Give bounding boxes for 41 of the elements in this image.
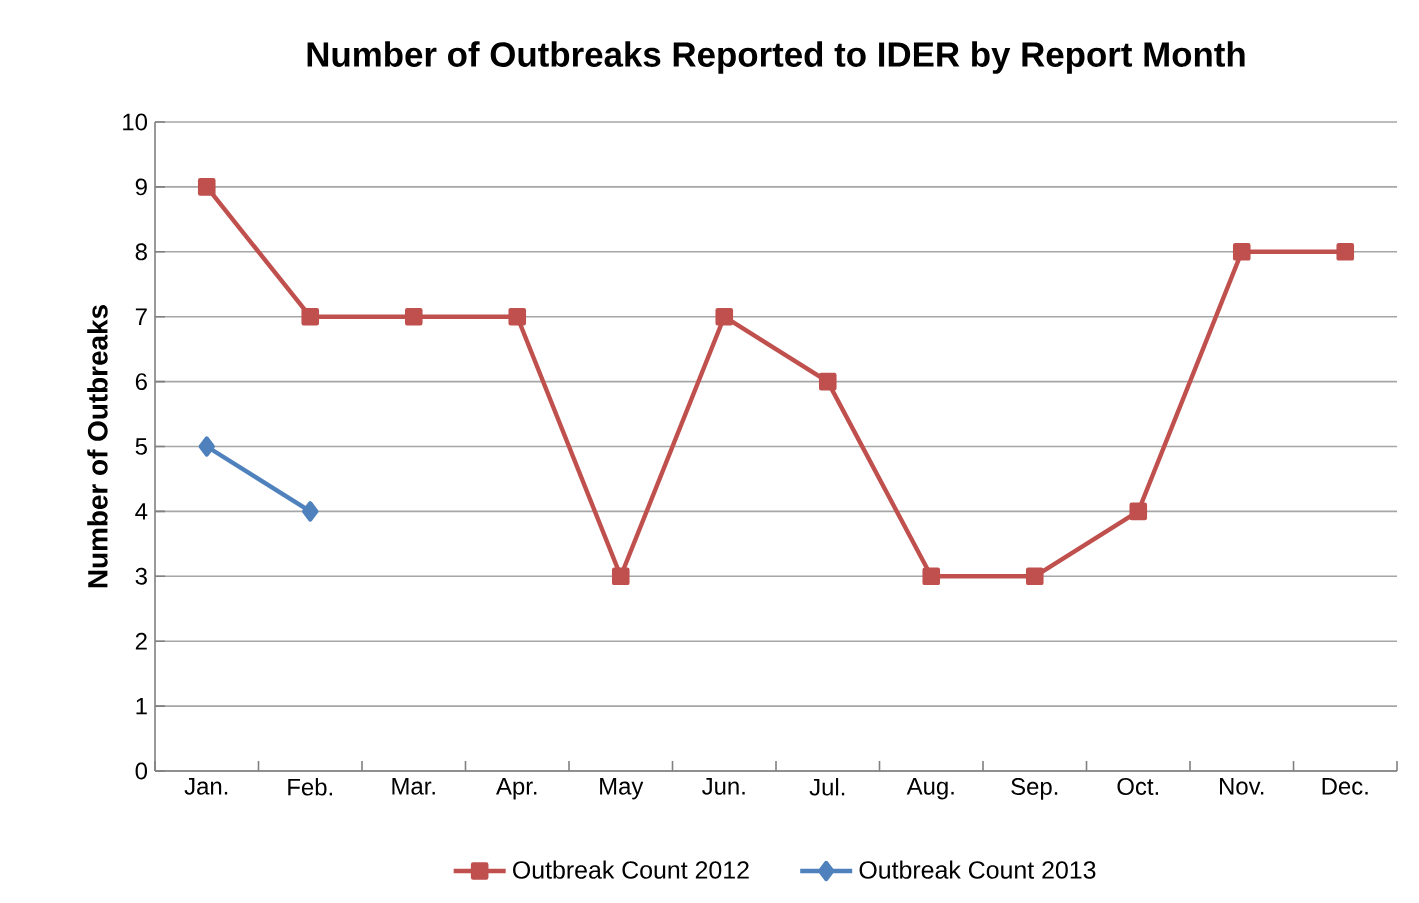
point xyxy=(715,307,734,326)
y-axis-title: Number of Outbreaks xyxy=(87,305,108,588)
point xyxy=(1336,243,1355,261)
x-tick-label: Jan. xyxy=(184,778,228,795)
point xyxy=(404,307,423,326)
point xyxy=(1129,502,1148,521)
point xyxy=(508,307,527,326)
x-tick-label: Feb. xyxy=(288,778,332,796)
y-tick-label: 6 xyxy=(135,373,147,391)
x-tick-label: Jun. xyxy=(702,778,745,795)
y-tick-label: 9 xyxy=(135,178,147,196)
y-tick-label: 5 xyxy=(135,438,147,455)
y-tick-label: 4 xyxy=(135,503,148,520)
y-tick-label: 2 xyxy=(135,632,147,650)
x-tick-label: Mar. xyxy=(392,778,435,795)
point xyxy=(302,501,319,522)
y-tick-label: 10 xyxy=(123,113,148,131)
point xyxy=(922,567,941,586)
x-tick-label: May xyxy=(600,778,644,800)
point xyxy=(197,178,216,196)
x-tick-label: Nov. xyxy=(1220,778,1264,795)
legend-label: Outbreak Count 2013 xyxy=(859,860,1096,879)
point xyxy=(1232,243,1251,261)
x-tick-label: Jul. xyxy=(809,778,845,796)
point xyxy=(611,567,630,586)
y-tick-label: 3 xyxy=(135,567,147,585)
point xyxy=(1025,567,1044,586)
y-tick-label: 8 xyxy=(135,243,147,261)
x-tick-label: Apr. xyxy=(496,778,537,800)
x-tick-label: Aug. xyxy=(906,778,954,800)
point xyxy=(198,436,215,457)
x-tick-label: Oct. xyxy=(1117,778,1159,795)
legend-label: Outbreak Count 2012 xyxy=(513,860,749,879)
chart-title: Number of Outbreaks Reported to IDER by Report Month xyxy=(307,41,1245,74)
x-tick-label: Sep. xyxy=(1011,778,1058,800)
x-tick-label: Dec. xyxy=(1322,778,1368,795)
y-tick-label: 1 xyxy=(136,697,147,715)
point xyxy=(301,307,320,326)
point xyxy=(818,372,837,391)
y-tick-label: 7 xyxy=(135,308,147,325)
y-tick-label: 0 xyxy=(135,762,148,780)
